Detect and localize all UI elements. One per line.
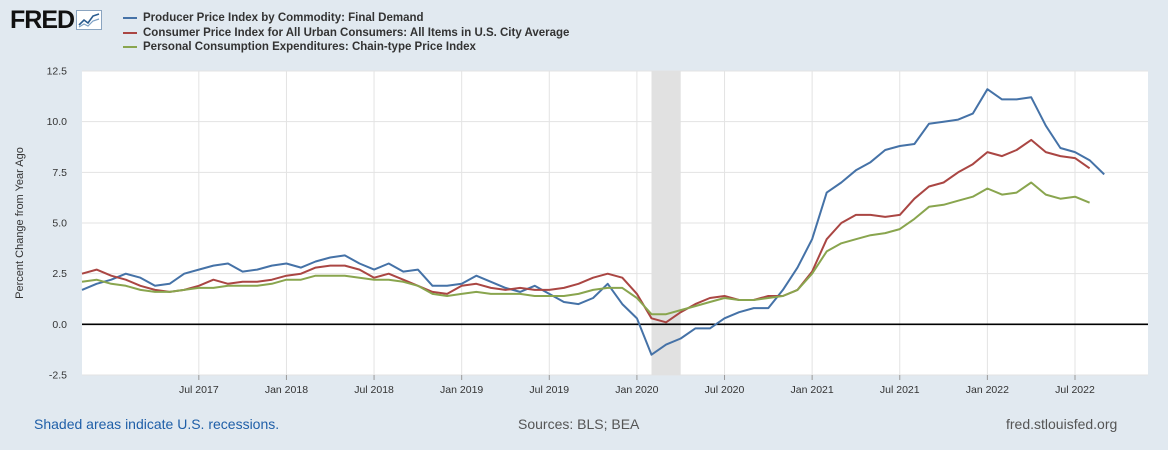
y-tick-label: 5.0 [52, 218, 67, 230]
x-tick-label: Jan 2019 [440, 384, 483, 396]
recession-note: Shaded areas indicate U.S. recessions. [34, 416, 280, 432]
x-tick-label: Jul 2017 [179, 384, 219, 396]
y-tick-label: 12.5 [47, 66, 68, 78]
series-line-cpi[interactable] [81, 138, 1091, 324]
x-tick-label: Jul 2021 [880, 384, 920, 396]
legend-item-pce[interactable]: Personal Consumption Expenditures: Chain… [123, 40, 569, 55]
y-axis-title: Percent Change from Year Ago [14, 147, 26, 299]
recession-shading [651, 71, 681, 375]
x-tick-label: Jul 2019 [529, 384, 569, 396]
legend-label-cpi: Consumer Price Index for All Urban Consu… [143, 26, 570, 39]
x-tick-label: Jan 2018 [265, 384, 308, 396]
fred-url-link[interactable]: fred.stlouisfed.org [1006, 416, 1118, 432]
fred-logo[interactable]: FRED [10, 6, 103, 34]
chart-legend: Producer Price Index by Commodity: Final… [123, 11, 569, 55]
y-tick-label: 2.5 [52, 268, 67, 280]
legend-swatch-cpi [123, 31, 137, 34]
legend-swatch-ppi [123, 17, 137, 20]
y-tick-label: -2.5 [49, 370, 67, 382]
y-axis-ticks: 12.5 10.0 7.5 5.0 2.5 0.0 -2.5 [47, 66, 68, 382]
fred-logo-graph-icon [76, 10, 103, 30]
x-tick-label: Jan 2022 [966, 384, 1009, 396]
legend-label-ppi: Producer Price Index by Commodity: Final… [143, 12, 424, 25]
fred-logo-text: FRED [10, 6, 75, 34]
legend-label-pce: Personal Consumption Expenditures: Chain… [143, 41, 476, 54]
x-tick-label: Jul 2020 [705, 384, 745, 396]
x-tick-label: Jan 2021 [791, 384, 834, 396]
series-lines [81, 88, 1105, 356]
series-line-pce[interactable] [81, 181, 1090, 316]
y-tick-label: 0.0 [52, 319, 67, 331]
x-tick-label: Jul 2018 [354, 384, 394, 396]
series-line-ppi[interactable] [81, 88, 1105, 356]
legend-item-ppi[interactable]: Producer Price Index by Commodity: Final… [123, 11, 569, 26]
x-axis-ticks: Jul 2017 Jan 2018 Jul 2018 Jan 2019 Jul 2019… [179, 375, 1095, 396]
sources-note: Sources: BLS; BEA [518, 416, 640, 432]
legend-swatch-pce [123, 46, 137, 49]
y-tick-label: 10.0 [47, 116, 68, 128]
x-tick-label: Jan 2020 [615, 384, 658, 396]
line-chart[interactable]: 12.5 10.0 7.5 5.0 2.5 0.0 -2.5 Jul 2017 Jan 201… [0, 0, 1168, 410]
recession-band-2020 [651, 71, 681, 375]
y-tick-label: 7.5 [52, 167, 67, 179]
x-tick-label: Jul 2022 [1055, 384, 1095, 396]
legend-item-cpi[interactable]: Consumer Price Index for All Urban Consu… [123, 26, 569, 41]
